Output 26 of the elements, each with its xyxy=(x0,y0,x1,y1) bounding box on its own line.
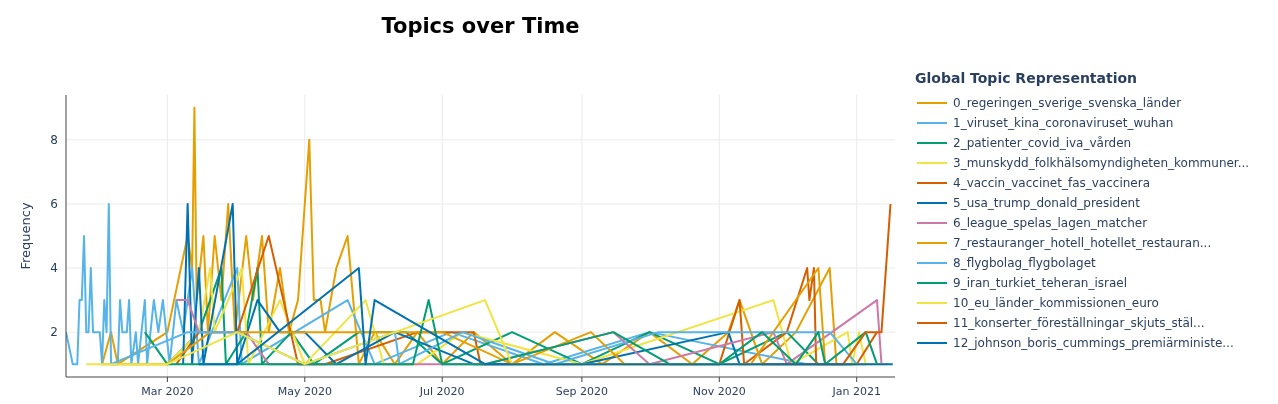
legend-label: 10_eu_länder_kommissionen_euro xyxy=(953,296,1159,310)
y-tick-label: 8 xyxy=(50,132,58,147)
legend-label: 12_johnson_boris_cummings_premiärministe... xyxy=(953,336,1234,350)
legend-label: 5_usa_trump_donald_president xyxy=(953,196,1141,210)
legend-label: 3_munskydd_folkhälsomyndigheten_kommuner... xyxy=(953,156,1250,170)
y-tick-label: 2 xyxy=(50,325,58,340)
x-tick-label: May 2020 xyxy=(277,385,332,398)
legend-label: 7_restauranger_hotell_hotellet_restauran... xyxy=(953,236,1212,250)
y-axis-title: Frequency xyxy=(18,202,33,270)
legend-label: 8_flygbolag_flygbolaget xyxy=(953,256,1097,270)
x-tick-label: Jan 2021 xyxy=(831,385,881,398)
legend-label: 11_konserter_föreställningar_skjuts_stäl... xyxy=(953,316,1205,330)
x-tick-label: Nov 2020 xyxy=(692,385,746,398)
x-tick-label: Jul 2020 xyxy=(418,385,465,398)
y-tick-label: 6 xyxy=(50,196,58,211)
legend-label: 9_iran_turkiet_teheran_israel xyxy=(953,276,1128,290)
legend-label: 0_regeringen_sverige_svenska_länder xyxy=(953,96,1182,110)
x-tick-label: Sep 2020 xyxy=(555,385,608,398)
legend-label: 1_viruset_kina_coronaviruset_wuhan xyxy=(953,116,1174,130)
legend-label: 2_patienter_covid_iva_vården xyxy=(953,136,1132,150)
legend-label: 6_league_spelas_lagen_matcher xyxy=(953,216,1148,230)
legend-label: 4_vaccin_vaccinet_fas_vaccinera xyxy=(953,176,1150,190)
legend-title: Global Topic Representation xyxy=(915,70,1138,86)
x-tick-label: Mar 2020 xyxy=(141,385,194,398)
y-tick-label: 4 xyxy=(50,261,58,276)
chart-title: Topics over Time xyxy=(381,14,580,38)
